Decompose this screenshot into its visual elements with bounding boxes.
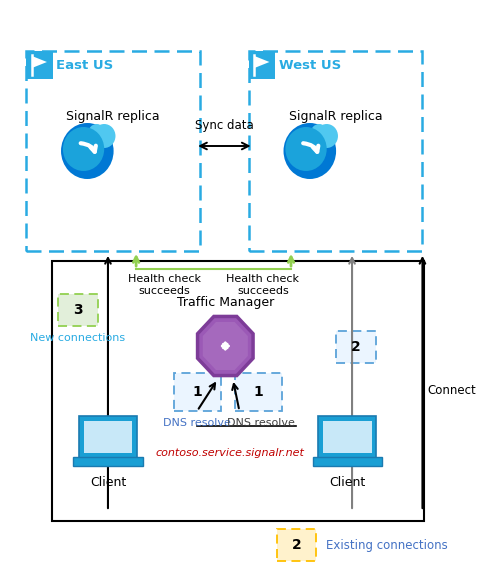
Text: DNS resolve: DNS resolve [227, 418, 295, 428]
Bar [73, 457, 143, 466]
Circle shape [286, 127, 327, 171]
Bar [79, 416, 137, 458]
Bar [52, 261, 424, 521]
Text: SignalR replica: SignalR replica [289, 109, 383, 123]
Text: 1: 1 [253, 385, 263, 399]
Text: contoso.service.signalr.net: contoso.service.signalr.net [156, 448, 304, 458]
Polygon shape [32, 56, 47, 68]
Bar [318, 416, 376, 458]
Text: Client: Client [90, 476, 126, 489]
Circle shape [311, 124, 328, 142]
Text: Existing connections: Existing connections [326, 539, 447, 551]
Text: 2: 2 [351, 340, 360, 354]
Polygon shape [198, 317, 253, 375]
Text: 3: 3 [73, 303, 83, 317]
Text: Connect: Connect [427, 385, 476, 397]
Circle shape [315, 124, 338, 148]
Text: Traffic Manager: Traffic Manager [177, 296, 274, 309]
Text: Client: Client [329, 476, 365, 489]
Bar [312, 457, 382, 466]
Bar [26, 51, 53, 79]
Bar [249, 51, 422, 251]
Text: Health check
succeeds: Health check succeeds [128, 274, 201, 296]
Text: West US: West US [279, 59, 341, 71]
Bar [26, 51, 200, 251]
Text: East US: East US [56, 59, 114, 71]
Circle shape [63, 127, 104, 171]
Bar [235, 373, 282, 411]
Text: Sync data: Sync data [195, 119, 254, 132]
Text: 2: 2 [292, 538, 301, 552]
Text: New connections: New connections [30, 333, 125, 343]
Text: Health check
succeeds: Health check succeeds [227, 274, 300, 296]
Circle shape [93, 124, 116, 148]
Bar [249, 51, 275, 79]
Circle shape [284, 123, 336, 179]
Bar [277, 529, 316, 561]
Text: DNS resolve: DNS resolve [163, 418, 231, 428]
Bar [323, 421, 372, 453]
Text: 1: 1 [192, 385, 202, 399]
Circle shape [88, 124, 105, 142]
Bar [84, 421, 132, 453]
Bar [174, 373, 221, 411]
Circle shape [61, 123, 114, 179]
Text: SignalR replica: SignalR replica [66, 109, 160, 123]
Polygon shape [203, 322, 248, 370]
Bar [58, 294, 97, 326]
Polygon shape [254, 56, 269, 68]
Bar [336, 331, 375, 363]
